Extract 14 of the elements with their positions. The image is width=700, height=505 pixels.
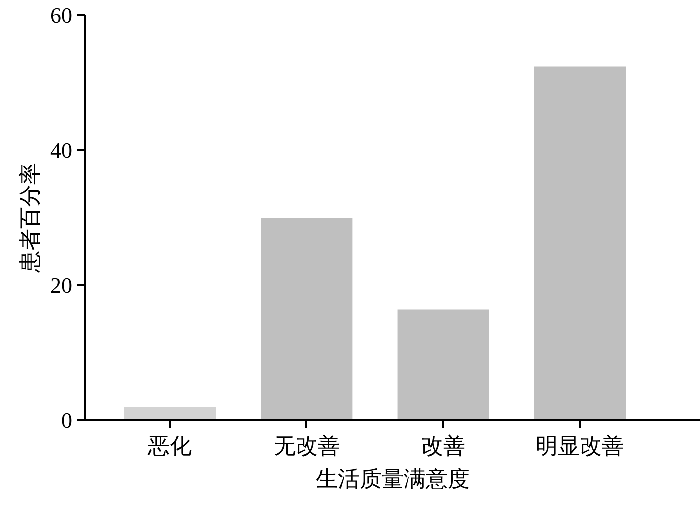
y-tick-label: 20 [50, 273, 72, 298]
x-tick-label: 恶化 [147, 434, 192, 458]
x-tick-label: 改善 [422, 434, 466, 458]
bar [124, 407, 216, 420]
bar [534, 66, 626, 420]
y-axis-title: 患者百分率 [18, 163, 42, 274]
y-tick-label: 40 [50, 138, 72, 163]
x-tick-label: 明显改善 [536, 434, 624, 458]
y-tick-label: 0 [62, 408, 72, 433]
bar [261, 218, 353, 420]
x-tick-label: 无改善 [274, 434, 340, 458]
y-tick-label: 60 [50, 3, 72, 28]
bar [398, 310, 490, 420]
x-axis-title: 生活质量满意度 [316, 466, 470, 492]
